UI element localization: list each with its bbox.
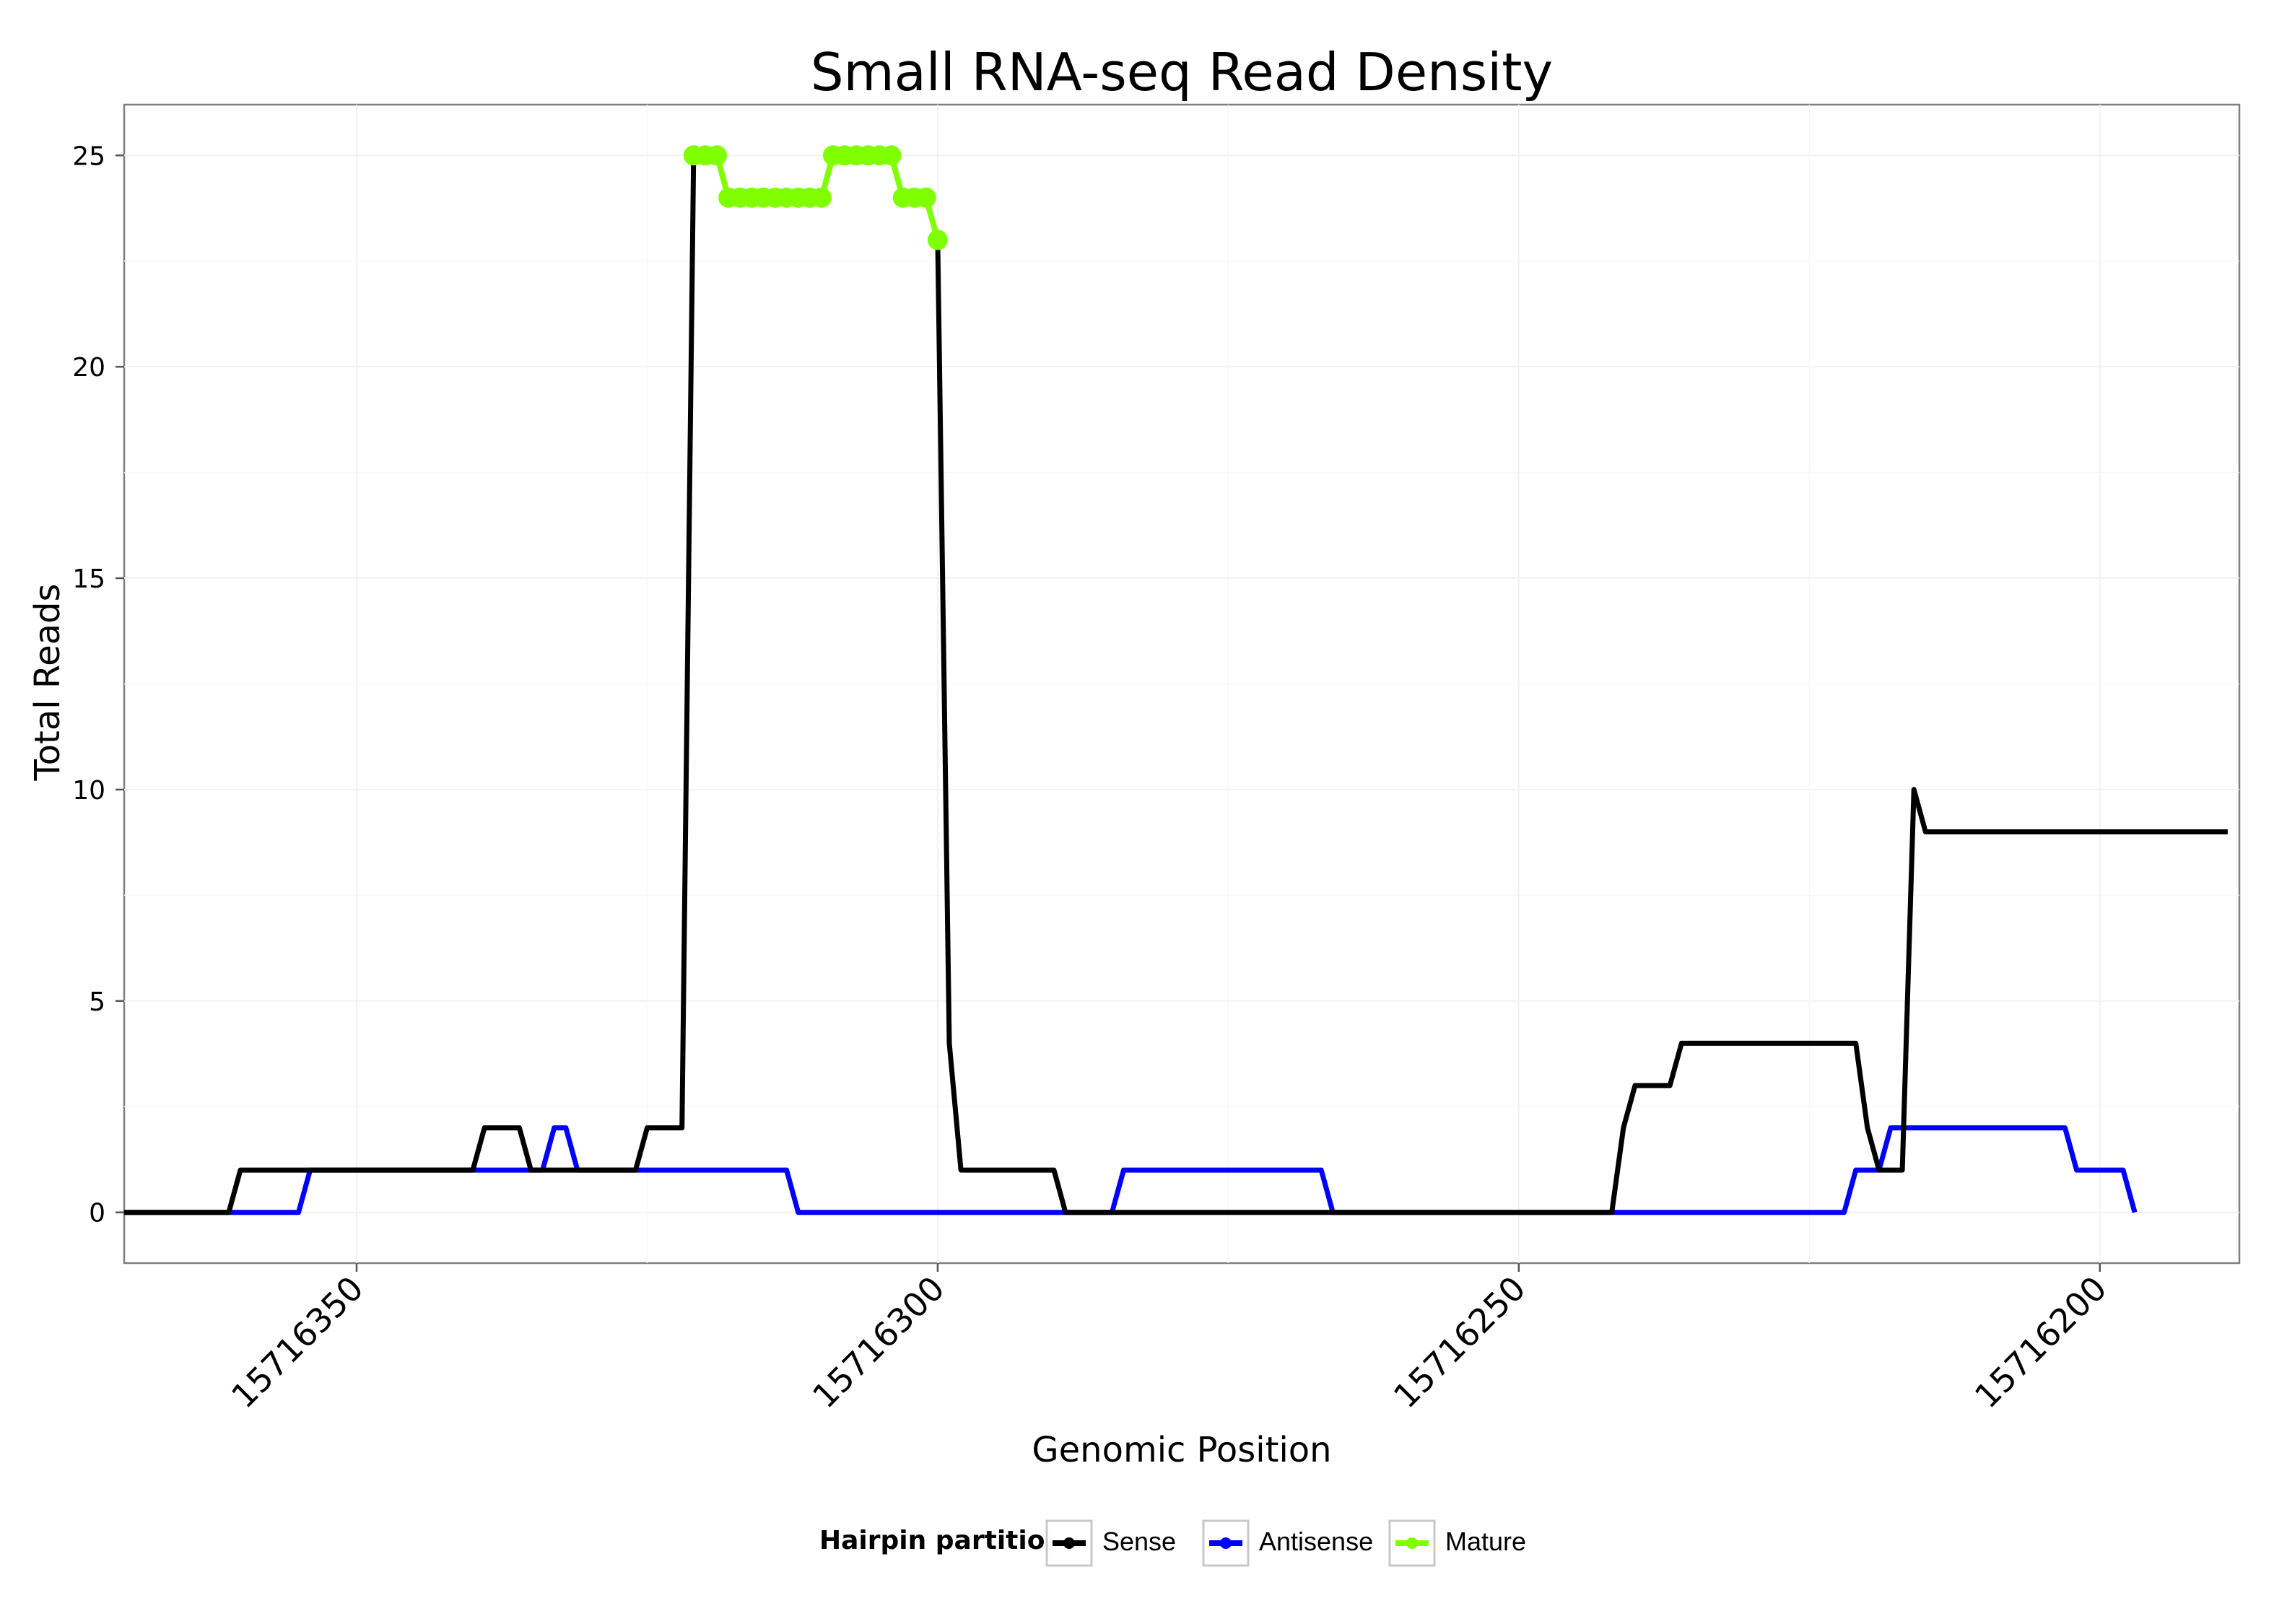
legend-label-mature: Mature [1445, 1527, 1526, 1556]
chart-title: Small RNA-seq Read Density [811, 42, 1553, 102]
y-tick-label: 15 [72, 564, 105, 594]
x-tick-label: 15716350 [224, 1269, 371, 1416]
y-tick-label: 5 [89, 987, 105, 1017]
y-tick-label: 20 [72, 353, 105, 383]
legend: Hairpin partition Sense Antisense Mature [819, 1519, 1526, 1567]
x-tick-label: 15716250 [1386, 1269, 1533, 1416]
legend-dot-antisense [1220, 1537, 1232, 1549]
x-axis-title: Genomic Position [1032, 1430, 1331, 1470]
x-tick-label: 15716300 [805, 1269, 952, 1416]
data-point-mature [811, 187, 832, 208]
x-tick-label: 15716200 [1967, 1269, 2114, 1416]
data-point-mature [707, 145, 728, 166]
series-line-antisense [124, 1125, 2138, 1215]
legend-item-sense: Sense [1045, 1519, 1176, 1567]
legend-label-sense: Sense [1102, 1527, 1176, 1556]
legend-title: Hairpin partition [819, 1526, 1063, 1555]
legend-item-mature: Mature [1388, 1519, 1526, 1567]
data-point-mature [927, 230, 948, 250]
y-tick-label: 10 [72, 776, 105, 806]
y-axis-title: Total Reads [27, 584, 68, 782]
grid-lines [124, 105, 2239, 1263]
legend-item-antisense: Antisense [1202, 1519, 1373, 1567]
y-tick-label: 25 [72, 141, 105, 171]
legend-label-antisense: Antisense [1259, 1527, 1373, 1556]
x-axis: 15716350 15716300 15716250 15716200 [224, 1263, 2114, 1415]
y-tick-label: 0 [89, 1199, 105, 1228]
series-layer [124, 145, 2228, 1215]
y-axis: 0 5 10 15 20 25 [72, 141, 124, 1228]
data-point-mature [915, 187, 936, 208]
legend-dot-sense [1063, 1537, 1075, 1549]
data-point-mature [881, 145, 902, 166]
legend-dot-mature [1406, 1537, 1418, 1549]
